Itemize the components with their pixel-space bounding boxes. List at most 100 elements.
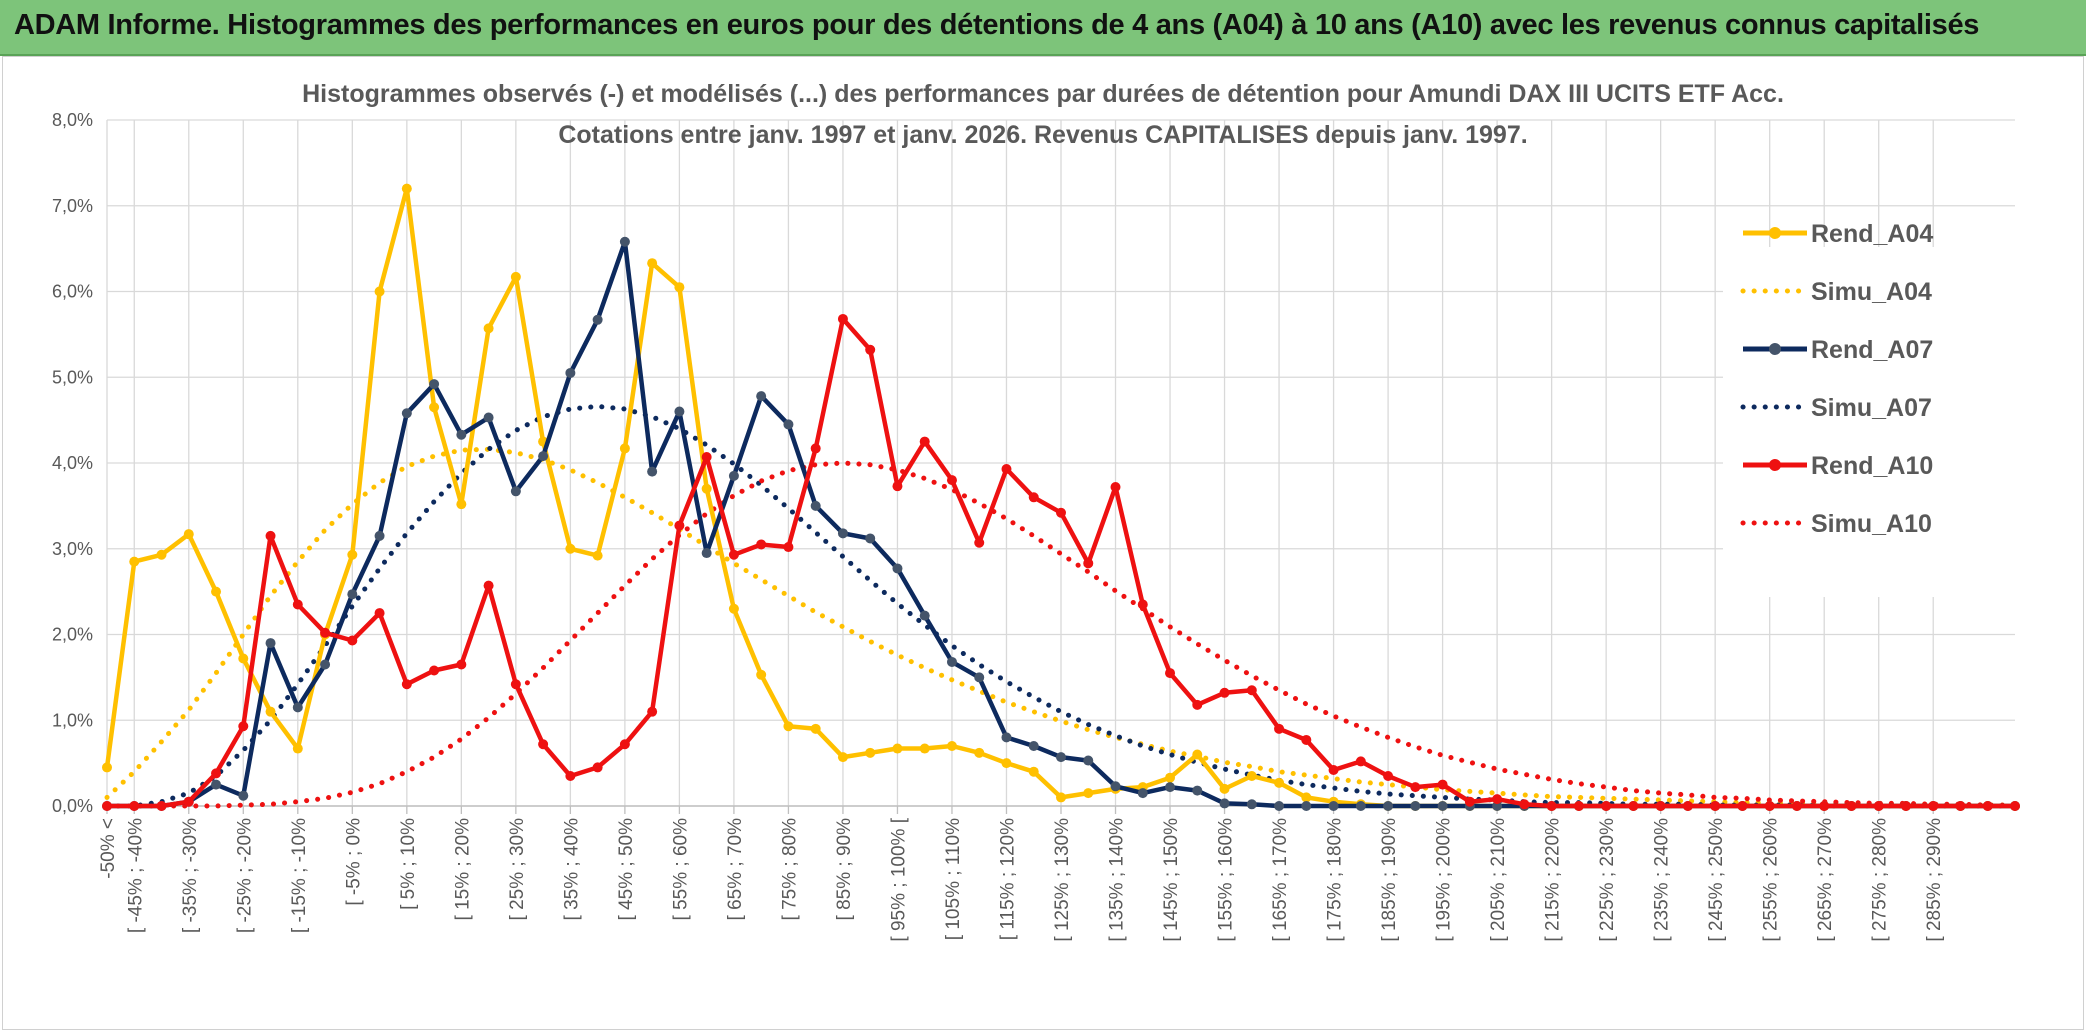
data-point — [647, 466, 658, 477]
data-point — [1492, 801, 1503, 811]
x-tick-label: [ 235% ; 240% — [1652, 818, 1673, 942]
data-point — [538, 739, 549, 750]
data-point — [1192, 785, 1203, 796]
data-point — [1246, 799, 1257, 810]
data-point — [374, 530, 385, 541]
y-tick-label: 5,0% — [52, 367, 93, 387]
data-point — [292, 743, 303, 754]
data-point — [347, 635, 358, 646]
data-point — [756, 669, 767, 680]
data-point — [1192, 749, 1203, 760]
legend-marker — [1769, 227, 1781, 239]
data-point — [238, 790, 249, 801]
data-point — [1083, 558, 1094, 569]
performance-histogram-chart: 0,0% 1,0% 2,0% 3,0% 4,0% 5,0% 6,0% 7,0% 8,0% -50%… — [52, 80, 2023, 942]
x-tick-label: [ -25% ; -20% — [234, 818, 255, 933]
y-tick-label: 6,0% — [52, 282, 93, 302]
data-point — [647, 258, 658, 269]
data-point — [1819, 801, 1830, 811]
data-point — [728, 470, 739, 481]
data-point — [728, 549, 739, 560]
data-point — [674, 406, 685, 417]
data-point — [1165, 782, 1176, 793]
data-point — [183, 529, 194, 540]
data-point — [292, 599, 303, 610]
data-point — [456, 429, 467, 440]
y-tick-label: 1,0% — [52, 710, 93, 730]
data-point — [1001, 464, 1012, 475]
data-point — [837, 752, 848, 763]
data-point — [1110, 781, 1121, 792]
data-point — [756, 391, 767, 402]
data-point — [892, 481, 903, 492]
data-point — [919, 610, 930, 621]
x-tick-label: [ 265% ; 270% — [1815, 818, 1836, 942]
x-tick-label: [ 165% ; 170% — [1270, 818, 1291, 942]
data-point — [1219, 798, 1230, 809]
data-point — [1328, 764, 1339, 775]
data-point — [1274, 777, 1285, 788]
data-point — [1001, 758, 1012, 769]
data-point — [1410, 801, 1421, 811]
data-point — [211, 586, 222, 597]
data-point — [1846, 801, 1857, 811]
x-tick-label: [ -35% ; -30% — [180, 818, 201, 933]
data-point — [810, 500, 821, 511]
data-point — [183, 796, 194, 807]
x-tick-label: [ 5% ; 10% — [398, 818, 419, 910]
data-point — [1682, 801, 1693, 811]
x-tick-label: [ -5% ; 0% — [343, 818, 364, 906]
x-tick-label: [ 155% ; 160% — [1216, 818, 1237, 942]
chart-area: 0,0% 1,0% 2,0% 3,0% 4,0% 5,0% 6,0% 7,0% 8,0% -50%… — [2, 56, 2084, 1030]
report-title: ADAM Informe. Histogrammes des performan… — [14, 9, 1980, 41]
data-point — [1219, 783, 1230, 794]
x-tick-label: [ 75% ; 80% — [779, 818, 800, 921]
data-point — [674, 282, 685, 293]
data-point — [701, 451, 712, 462]
x-tick-label: [ 135% ; 140% — [1107, 818, 1128, 942]
data-point — [347, 549, 358, 560]
data-point — [1192, 699, 1203, 710]
data-point — [320, 659, 331, 670]
data-point — [565, 543, 576, 554]
y-tick-label: 8,0% — [52, 110, 93, 130]
data-point — [1056, 507, 1066, 518]
data-point — [156, 549, 167, 560]
data-point — [401, 183, 412, 194]
x-tick-label: -50% < — [98, 818, 119, 879]
data-point — [783, 419, 794, 430]
y-tick-label: 2,0% — [52, 625, 93, 645]
data-point — [456, 499, 467, 510]
data-point — [1464, 796, 1475, 807]
legend-label: Simu_A07 — [1811, 394, 1932, 422]
data-point — [565, 367, 576, 378]
series-Simu_A07 — [104, 403, 2018, 809]
data-point — [1110, 482, 1121, 493]
data-point — [2010, 801, 2020, 811]
data-point — [1355, 756, 1366, 767]
x-tick-label: [ 275% ; 280% — [1870, 818, 1891, 942]
x-tick-label: [ 55% ; 60% — [670, 818, 691, 921]
data-point — [974, 537, 985, 548]
data-point — [211, 779, 222, 790]
series-Simu_A10 — [104, 460, 2018, 809]
data-point — [756, 539, 767, 550]
data-point — [1301, 792, 1312, 803]
data-point — [946, 740, 957, 751]
data-point — [456, 659, 467, 670]
data-point — [1274, 801, 1285, 811]
data-point — [429, 665, 440, 676]
legend-entry-Rend_A04: Rend_A04 — [1743, 220, 1933, 248]
x-tick-label: [ -45% ; -40% — [125, 818, 146, 933]
x-tick-label: [ 175% ; 180% — [1325, 818, 1346, 942]
data-point — [919, 436, 930, 447]
data-point — [401, 679, 412, 690]
data-point — [374, 608, 385, 619]
data-point — [1437, 779, 1448, 790]
data-point — [892, 743, 903, 754]
data-point — [619, 739, 630, 750]
data-point — [865, 533, 876, 544]
x-tick-label: [ 225% ; 230% — [1597, 818, 1618, 942]
x-tick-label: [ 65% ; 70% — [725, 818, 746, 921]
data-point — [701, 483, 712, 494]
